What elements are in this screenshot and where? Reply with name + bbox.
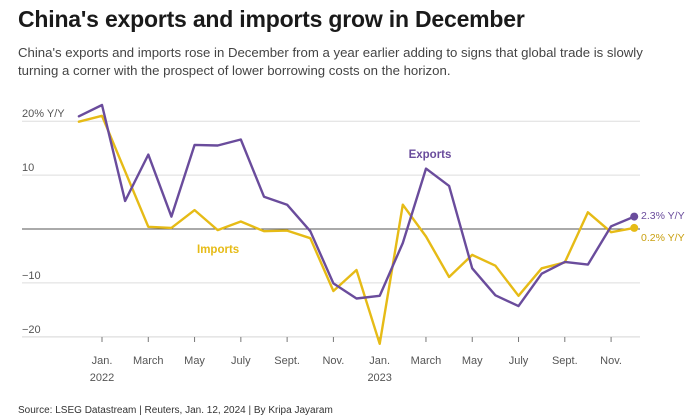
x-tick-label: March <box>411 355 442 367</box>
x-tick-label: May <box>462 355 483 367</box>
imports-series-label: Imports <box>197 244 239 256</box>
source-note: Source: LSEG Datastream | Reuters, Jan. … <box>18 405 333 416</box>
x-axis-ticks: Jan. 2022 March May July Sept. Nov. Jan. 2023 Mar… <box>90 337 622 384</box>
x-tick-label: July <box>231 355 251 367</box>
series-labels: Exports Imports 2.3% Y/Y 0.2% Y/Y <box>197 149 685 256</box>
line-chart: 20% Y/Y 10 −10 −20 Jan. 2022 March May July Sept… <box>22 103 685 384</box>
x-tick-label: Jan. <box>369 355 390 367</box>
y-tick-label: −20 <box>22 324 41 336</box>
x-tick-label: Nov. <box>600 355 622 367</box>
x-tick-label: Nov. <box>322 355 344 367</box>
exports-series-label: Exports <box>409 149 452 161</box>
x-tick-label: July <box>509 355 529 367</box>
x-tick-label: March <box>133 355 164 367</box>
y-tick-label: 20% Y/Y <box>22 108 65 120</box>
y-axis-ticks: 20% Y/Y 10 −10 −20 <box>22 108 65 336</box>
x-tick-year-label: 2022 <box>90 372 114 384</box>
exports-end-value-label: 2.3% Y/Y <box>641 210 685 222</box>
series-layer <box>77 103 639 345</box>
exports-end-point <box>630 212 639 221</box>
x-tick-year-label: 2023 <box>367 372 391 384</box>
x-tick-label: Sept. <box>274 355 300 367</box>
x-tick-label: Jan. <box>92 355 113 367</box>
x-tick-label: Sept. <box>552 355 578 367</box>
imports-line <box>77 114 636 345</box>
y-tick-label: 10 <box>22 162 34 174</box>
chart-title: China's exports and imports grow in Dece… <box>18 6 525 32</box>
exports-line <box>77 103 636 308</box>
chart-subtitle: China's exports and imports rose in Dece… <box>18 45 643 78</box>
x-tick-label: May <box>184 355 205 367</box>
y-tick-label: −10 <box>22 270 41 282</box>
imports-end-value-label: 0.2% Y/Y <box>641 232 685 244</box>
imports-end-point <box>630 223 639 232</box>
